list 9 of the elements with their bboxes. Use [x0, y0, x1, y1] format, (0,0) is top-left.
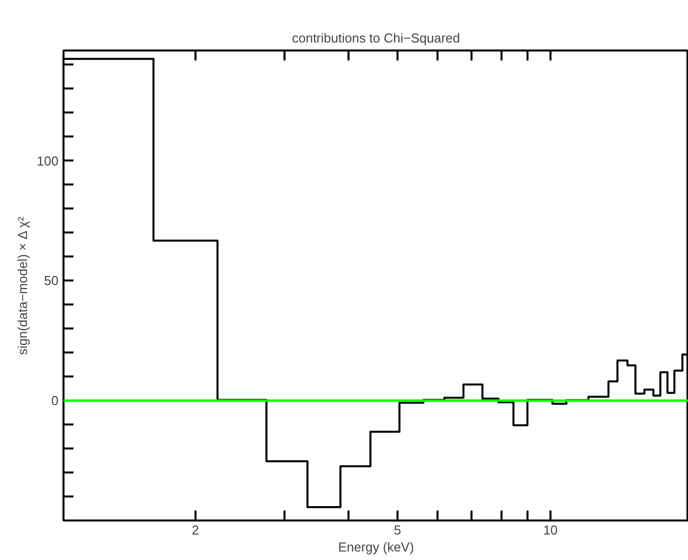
y-axis-title: sign(data−model) × Δ χ²	[14, 216, 30, 356]
x-tick-label: 5	[394, 522, 402, 538]
x-tick-label: 10	[543, 522, 558, 538]
y-tick-label: 0	[51, 393, 59, 408]
chart-title: contributions to Chi−Squared	[292, 30, 460, 46]
x-tick-label: 2	[192, 522, 199, 538]
y-tick-label: 50	[44, 273, 59, 288]
y-tick-label: 100	[36, 153, 59, 168]
x-axis-title: Energy (keV)	[338, 540, 414, 554]
